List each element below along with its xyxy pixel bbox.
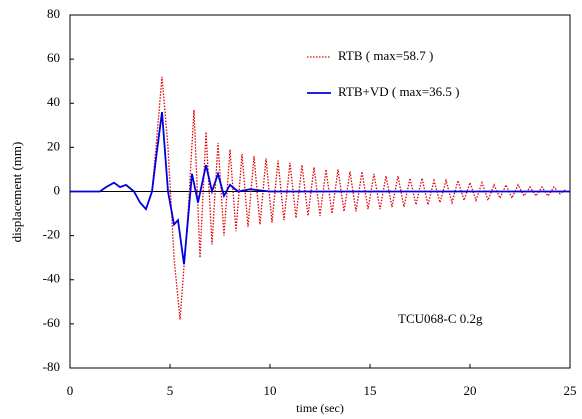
y-tick-label: -20: [43, 227, 60, 242]
legend-label: RTB+VD ( max=36.5 ): [338, 84, 459, 99]
y-tick-label: 20: [47, 138, 60, 153]
x-tick-label: 0: [67, 383, 74, 398]
y-tick-label: 40: [47, 94, 60, 109]
y-tick-label: 0: [54, 182, 61, 197]
y-tick-label: -60: [43, 315, 60, 330]
x-axis-label: time (sec): [296, 401, 344, 415]
x-tick-label: 5: [167, 383, 174, 398]
x-tick-label: 20: [464, 383, 477, 398]
y-tick-label: -40: [43, 271, 60, 286]
y-tick-label: -80: [43, 359, 60, 374]
y-axis-label: displacement (mm): [9, 142, 24, 243]
y-tick-label: 80: [47, 6, 60, 21]
series-line: [70, 76, 567, 320]
y-tick-label: 60: [47, 50, 60, 65]
x-tick-label: 25: [564, 383, 577, 398]
x-tick-label: 10: [264, 383, 277, 398]
annotation: TCU068-C 0.2g: [398, 311, 483, 326]
series-line: [70, 111, 570, 265]
legend-label: RTB ( max=58.7 ): [338, 48, 433, 63]
x-tick-label: 15: [364, 383, 377, 398]
